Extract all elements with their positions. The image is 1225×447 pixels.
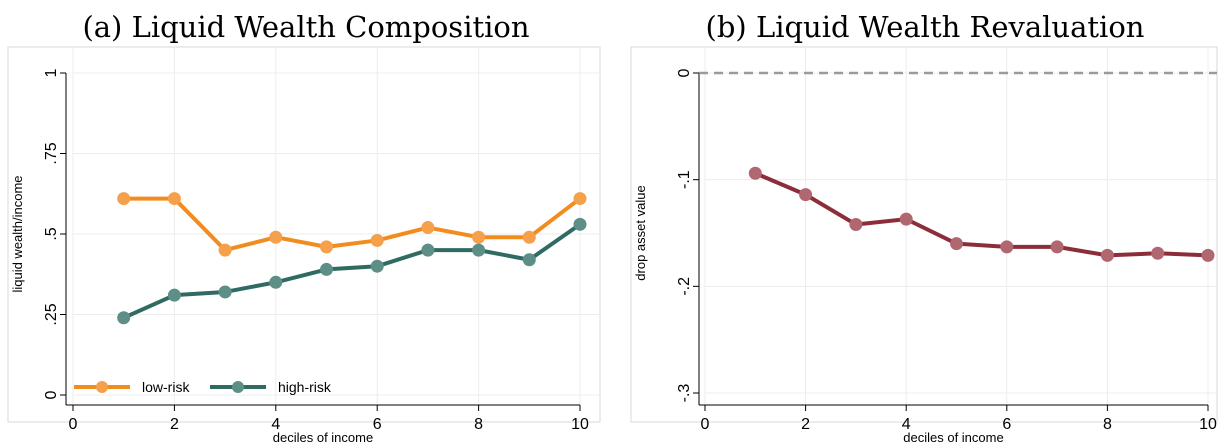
data-point	[167, 288, 181, 302]
panel-b: (b) Liquid Wealth Revaluation 0 -.1 -.2 -.3…	[625, 0, 1225, 447]
data-point	[370, 259, 384, 273]
data-point	[167, 192, 181, 206]
data-point	[218, 243, 232, 257]
x-tick-label: 10	[571, 416, 589, 433]
data-point	[320, 240, 333, 254]
x-tick-label: 4	[902, 416, 911, 433]
legend-marker	[232, 381, 244, 393]
legend-label: low-risk	[142, 379, 190, 395]
panel-a: (a) Liquid Wealth Composition 0 .25 .5 .75 1…	[0, 0, 612, 447]
series-line	[754, 171, 1209, 258]
y-tick-label: .5	[43, 227, 60, 240]
data-point	[117, 311, 131, 325]
data-point	[1100, 248, 1114, 262]
data-point	[573, 192, 587, 206]
data-point	[218, 285, 232, 299]
data-point	[472, 243, 486, 257]
data-point	[421, 243, 435, 257]
data-point	[950, 237, 963, 251]
chart-title: (a) Liquid Wealth Composition	[82, 10, 530, 44]
x-axis-title: deciles of income	[903, 430, 1003, 445]
data-point	[799, 188, 813, 202]
chart-b: 0 -.1 -.2 -.3 0 2 4 6 8 10 deciles of income drop a…	[630, 46, 1218, 445]
data-point	[1000, 240, 1014, 254]
y-tick-label: -.3	[676, 384, 693, 403]
data-point	[573, 217, 587, 231]
y-tick-label: .25	[43, 303, 60, 325]
data-point	[522, 230, 536, 244]
y-tick-label: 1	[43, 68, 60, 77]
x-tick-label: 8	[474, 416, 483, 433]
data-point	[320, 262, 333, 276]
x-axis-title: deciles of income	[273, 430, 373, 445]
data-point	[117, 192, 131, 206]
x-tick-label: 6	[373, 416, 382, 433]
x-tick-label: 4	[271, 416, 280, 433]
data-point	[1050, 240, 1064, 254]
y-axis-title: drop asset value	[633, 185, 648, 280]
y-axis-title: liquid wealth/income	[10, 175, 25, 292]
series-line	[122, 222, 582, 320]
x-tick-label: 8	[1103, 416, 1112, 433]
data-point	[748, 166, 762, 180]
data-point	[269, 230, 283, 244]
series-line	[123, 196, 582, 253]
x-tick-label: 6	[1002, 416, 1011, 433]
x-tick-label: 2	[801, 416, 810, 433]
data-point	[1151, 246, 1165, 260]
data-point	[370, 233, 384, 247]
data-point	[269, 275, 283, 289]
data-point	[472, 230, 486, 244]
plot-frame	[630, 46, 1218, 423]
data-point	[522, 253, 536, 267]
x-tick-label: 0	[69, 416, 78, 433]
y-tick-label: .75	[43, 142, 60, 164]
x-tick-label: 0	[701, 416, 710, 433]
y-tick-label: 0	[43, 390, 60, 399]
data-point	[899, 212, 913, 226]
x-tick-label: 10	[1199, 416, 1217, 433]
legend-marker	[96, 381, 108, 393]
x-tick-label: 2	[170, 416, 179, 433]
legend-label: high-risk	[278, 379, 332, 395]
data-point	[849, 217, 863, 231]
y-tick-label: -.1	[676, 170, 693, 189]
chart-title: (b) Liquid Wealth Revaluation	[705, 10, 1145, 44]
data-point	[421, 221, 435, 235]
y-tick-label: 0	[676, 68, 693, 77]
y-tick-label: -.2	[676, 277, 693, 296]
data-point	[1201, 248, 1215, 262]
